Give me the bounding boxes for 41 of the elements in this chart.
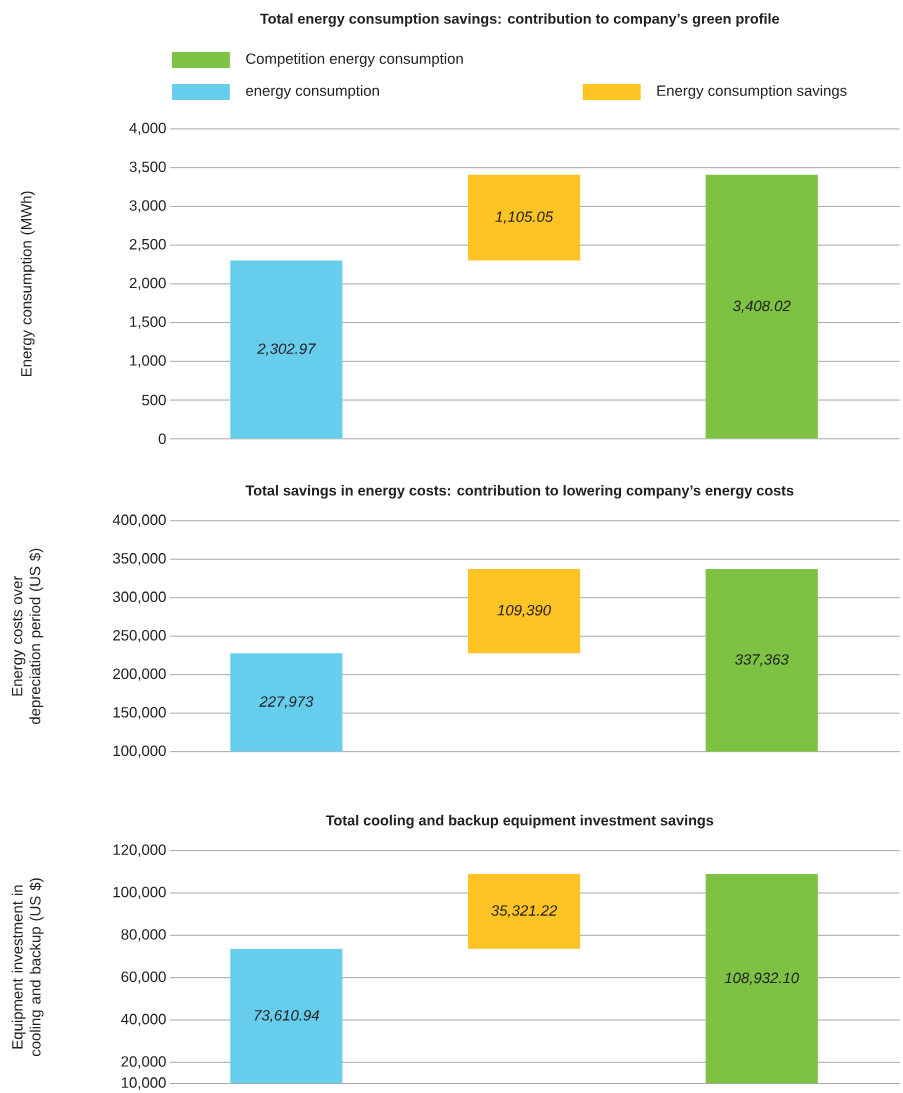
y-tick-label: 60,000 [121,971,167,984]
y-tick-label: 350,000 [113,553,167,566]
y-tick-label: 3,000 [129,200,167,213]
y-tick-label: 500 [142,394,167,406]
y-tick-label: 10,000 [122,1077,167,1090]
y-axis-title: Equipment investment in cooling and backup (US $) [11,878,44,1057]
data-label: 337,363 [735,654,789,667]
legend-label: energy consumption [246,84,380,99]
chart-title: Total savings in energy costs: contribution to lowering company’s energy costs [245,485,794,499]
y-tick-label: 100,000 [113,886,167,900]
y-tick-label: 2,000 [129,277,167,291]
legend-label: Energy consumption savings [657,84,847,99]
y-tick-label: 1,000 [130,355,167,368]
y-tick-label: 0 [158,433,167,445]
y-tick-label: 2,500 [129,238,167,252]
chart-title: Total energy consumption savings: contribution to company’s green profile [260,13,780,27]
y-tick-label: 200,000 [113,668,167,681]
y-axis-title: Energy costs over depreciation period (US $) [12,548,44,725]
data-label: 1,105.05 [495,211,554,224]
data-label: 2,302.97 [257,343,317,356]
y-tick-label: 100,000 [113,745,167,758]
data-label: 227,973 [259,696,314,709]
y-tick-label: 1,500 [130,316,167,329]
y-tick-label: 4,000 [129,122,167,136]
data-label: 35,321.22 [491,905,558,918]
y-tick-label: 120,000 [113,844,167,857]
y-tick-label: 400,000 [112,514,167,527]
y-tick-label: 3,500 [129,161,167,174]
y-tick-label: 250,000 [113,630,167,643]
y-tick-label: 40,000 [121,1013,167,1027]
y-tick-label: 20,000 [121,1056,167,1069]
data-label: 73,610.94 [254,1010,320,1023]
chart-title: Total cooling and backup equipment investment savings [326,814,714,829]
y-axis-title: Energy consumption (MWh) [20,191,35,377]
legend-label: Competition energy consumption [246,53,463,67]
data-label: 3,408.02 [733,300,791,313]
y-tick-label: 150,000 [113,707,167,720]
y-tick-label: 300,000 [113,591,167,604]
data-label: 109,390 [497,604,552,618]
data-label: 108,932.10 [724,972,800,985]
y-tick-label: 80,000 [121,929,167,942]
